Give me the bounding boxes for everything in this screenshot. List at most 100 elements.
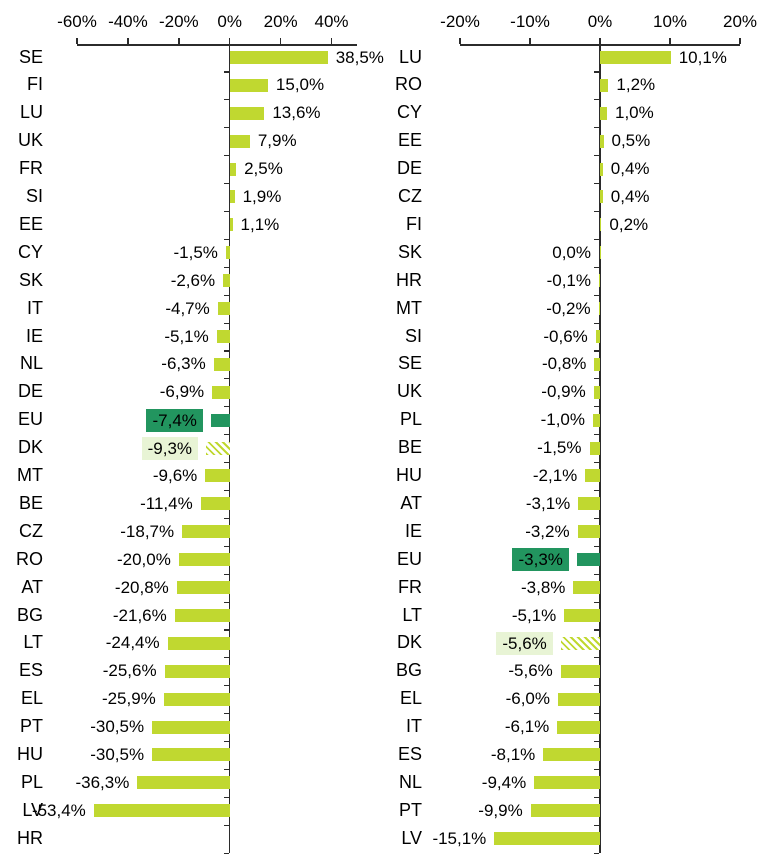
x-axis-tick-label: 40% xyxy=(314,12,349,31)
category-label: RO xyxy=(16,548,43,569)
x-axis-tick xyxy=(529,38,531,44)
category-axis-tick xyxy=(223,768,229,771)
category-label: EU xyxy=(17,409,43,430)
x-axis-tick-label: 0% xyxy=(217,12,242,31)
category-axis-tick xyxy=(223,294,229,296)
bar xyxy=(600,50,671,64)
value-label: -5,6% xyxy=(508,661,553,681)
x-axis-tick xyxy=(127,38,129,44)
value-label: -5,1% xyxy=(511,605,557,625)
category-label: EU xyxy=(396,548,422,569)
bar xyxy=(176,581,230,595)
value-label: -25,6% xyxy=(102,661,157,681)
chart-right: -20% -10% 0% 10% 20% LU 10,1% RO 1,2% CY 1,0% EE 0,5… xyxy=(381,0,761,863)
category-axis-tick xyxy=(223,378,229,380)
x-axis-tick xyxy=(459,38,461,44)
bar xyxy=(600,106,607,120)
value-label: -5,1% xyxy=(164,326,209,346)
x-axis-tick xyxy=(228,38,231,44)
bar xyxy=(573,581,600,595)
category-label: SI xyxy=(404,325,422,346)
x-axis-tick xyxy=(599,38,601,44)
category-axis-tick xyxy=(594,127,600,129)
category-label: LT xyxy=(23,632,43,653)
category-axis-tick xyxy=(594,71,600,73)
category-axis-tick xyxy=(594,657,600,659)
category-label: SI xyxy=(25,186,43,206)
category-axis-tick xyxy=(594,378,600,380)
category-label: EL xyxy=(399,688,422,709)
value-label: -4,7% xyxy=(165,298,210,318)
zero-axis-line xyxy=(599,44,601,853)
category-label: FR xyxy=(398,576,422,597)
category-axis-tick xyxy=(594,713,600,715)
category-axis-tick xyxy=(223,183,229,185)
category-axis-tick xyxy=(223,238,229,240)
bar xyxy=(212,385,230,399)
bar xyxy=(229,106,265,120)
category-axis-tick xyxy=(223,713,229,715)
category-label: IE xyxy=(25,325,43,346)
category-label: LV xyxy=(22,799,43,820)
value-label: -36,3% xyxy=(75,772,130,792)
category-axis-tick xyxy=(594,573,600,575)
bar xyxy=(178,553,230,567)
category-axis-tick xyxy=(223,210,229,213)
value-label: -53,4% xyxy=(31,800,86,820)
category-axis-tick xyxy=(223,796,229,798)
category-label: EL xyxy=(20,688,43,709)
bar xyxy=(137,776,230,790)
category-label: CZ xyxy=(398,186,422,206)
value-label: -6,1% xyxy=(504,717,550,737)
x-axis-tick xyxy=(178,38,180,44)
bar-eu-highlight xyxy=(210,413,230,427)
bar-dk-hatched xyxy=(560,636,600,650)
x-axis-tick xyxy=(76,38,78,44)
category-label: ES xyxy=(397,744,422,764)
category-axis-tick xyxy=(223,71,229,73)
bar xyxy=(200,497,230,511)
category-label: IT xyxy=(27,297,43,318)
category-label: CY xyxy=(396,102,422,123)
category-label: BG xyxy=(16,604,43,625)
bar xyxy=(174,608,230,622)
value-label-highlighted: -7,4% xyxy=(146,408,203,432)
category-axis-tick xyxy=(594,852,600,854)
category-axis-tick xyxy=(223,545,229,547)
category-axis-tick xyxy=(223,629,229,631)
bar xyxy=(593,385,600,399)
value-label: -0,8% xyxy=(541,354,587,374)
category-label: BE xyxy=(397,437,422,458)
x-axis-tick xyxy=(279,38,282,44)
category-label: NL xyxy=(398,771,422,792)
x-axis-tick-label: -60% xyxy=(57,12,97,31)
category-axis-tick xyxy=(594,434,600,436)
category-axis-tick xyxy=(223,573,229,575)
bar xyxy=(600,134,604,148)
bar-eu-highlight xyxy=(576,553,600,567)
category-axis-tick xyxy=(594,685,600,687)
category-label: IE xyxy=(404,520,422,541)
bar xyxy=(229,50,328,64)
bar xyxy=(600,246,601,260)
bar xyxy=(564,608,600,622)
value-label: -6,0% xyxy=(505,689,550,709)
category-label: MT xyxy=(17,465,43,485)
value-label-highlighted: -9,3% xyxy=(141,436,199,460)
bar xyxy=(594,357,600,371)
category-axis-tick xyxy=(594,183,600,185)
category-label: DK xyxy=(396,632,422,653)
value-label: -2,6% xyxy=(170,270,216,290)
category-label: PL xyxy=(399,409,422,430)
category-axis-tick xyxy=(594,741,600,743)
bar xyxy=(589,441,600,455)
category-label: SE xyxy=(397,353,422,374)
bar xyxy=(593,413,600,427)
value-label: -30,5% xyxy=(90,745,145,764)
bar-dk-hatched xyxy=(206,441,230,455)
category-axis-tick xyxy=(594,601,600,603)
category-label: HU xyxy=(396,465,422,485)
category-axis-tick xyxy=(223,155,229,157)
category-label: FR xyxy=(19,158,43,179)
bar xyxy=(163,692,230,706)
